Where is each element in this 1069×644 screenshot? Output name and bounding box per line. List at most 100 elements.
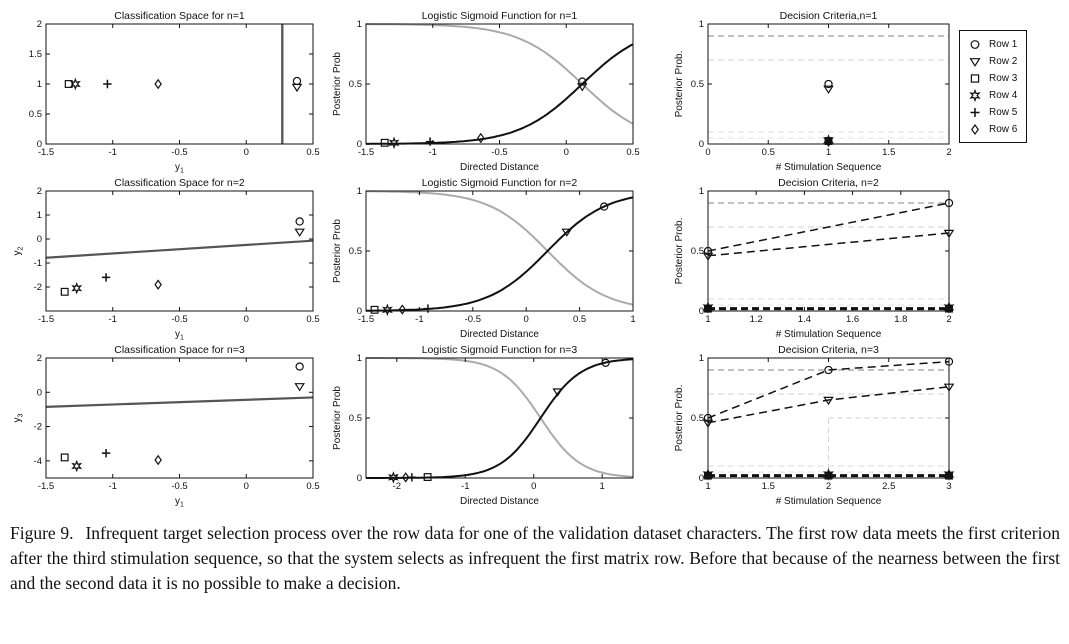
x-tick-label: 0 bbox=[244, 481, 249, 492]
circle-marker bbox=[599, 202, 609, 211]
y-tick-label: 0.5 bbox=[691, 413, 704, 424]
y-tick-label: 0.5 bbox=[691, 246, 704, 257]
tri-marker-icon bbox=[969, 58, 981, 67]
circle-marker bbox=[824, 79, 833, 89]
y-tick-label: 0 bbox=[699, 306, 704, 317]
x-tick-label: 0.5 bbox=[573, 314, 586, 325]
y-axis-label: Posterior Prob bbox=[332, 386, 343, 450]
x-tick-label: 0.5 bbox=[306, 147, 319, 158]
x-axis-label: # Stimulation Sequence bbox=[776, 496, 882, 507]
plus-marker bbox=[101, 273, 111, 282]
y-tick-label: 0 bbox=[37, 139, 42, 150]
x-tick-label: -1.5 bbox=[358, 147, 374, 158]
x-axis-label: # Stimulation Sequence bbox=[776, 329, 882, 340]
y-axis-label: Posterior Prob bbox=[332, 52, 343, 116]
chart-classification-space-n1: -1.5 -1 -0.5 0 0.5 0 0.5 1 1.5 2 Classification Sp… bbox=[29, 10, 320, 174]
square-marker bbox=[64, 80, 73, 88]
x-axis-label: Directed Distance bbox=[460, 496, 539, 507]
triangle-down-marker bbox=[552, 388, 563, 397]
plot-elements bbox=[708, 35, 949, 147]
chart-title: Classification Space for n=3 bbox=[114, 344, 245, 356]
x-tick-label: 1 bbox=[630, 314, 635, 325]
y-tick-label: -4 bbox=[34, 456, 42, 467]
triangle-down-marker bbox=[294, 228, 305, 237]
chart-title: Logistic Sigmoid Function for n=1 bbox=[422, 10, 578, 22]
star-marker bbox=[71, 281, 83, 295]
legend-item-row4: Row 4 bbox=[965, 87, 1017, 104]
y-tick-label: 0 bbox=[37, 234, 42, 245]
y-tick-label: 0 bbox=[357, 473, 362, 484]
y-tick-label: 1 bbox=[357, 353, 362, 364]
legend-item-row5: Row 5 bbox=[965, 104, 1017, 121]
x-tick-label: 1 bbox=[705, 481, 710, 492]
caption-label: Figure 9. bbox=[10, 523, 74, 543]
chart-classification-space-n3: -1.5 -1 -0.5 0 0.5 -4 -2 0 2 Classification Space… bbox=[12, 344, 320, 508]
x-tick-label: 0 bbox=[705, 147, 710, 158]
legend-item-row6: Row 6 bbox=[965, 121, 1017, 138]
x-tick-label: -1 bbox=[461, 481, 469, 492]
y-axis-label: Posterior Prob. bbox=[674, 51, 685, 118]
x-tick-label: 0.5 bbox=[306, 481, 319, 492]
y-axis: 00.51 bbox=[691, 19, 949, 150]
legend-label: Row 5 bbox=[989, 107, 1018, 118]
x-tick-label: 1.8 bbox=[894, 314, 907, 325]
star-marker bbox=[69, 77, 81, 91]
diamond-marker bbox=[401, 472, 410, 483]
x-tick-label: 1.6 bbox=[846, 314, 859, 325]
x-axis: 1 1.2 1.4 1.6 1.8 2 bbox=[705, 191, 952, 325]
legend-item-row1: Row 1 bbox=[965, 36, 1017, 53]
y-tick-label: 2 bbox=[37, 19, 42, 30]
circle-marker bbox=[601, 358, 610, 367]
diamond-marker bbox=[477, 132, 485, 144]
x-tick-label: 3 bbox=[946, 481, 951, 492]
y-tick-label: -2 bbox=[34, 422, 42, 433]
x-tick-label: -0.5 bbox=[491, 147, 507, 158]
caption-text: Infrequent target selection process over… bbox=[10, 523, 1060, 594]
plot-elements bbox=[45, 217, 314, 296]
x-axis-label: y1 bbox=[175, 496, 184, 508]
y-tick-label: 0 bbox=[357, 306, 362, 317]
x-axis: -1.5 -1 -0.5 0 0.5 bbox=[38, 24, 320, 158]
y-tick-label: 1 bbox=[357, 19, 362, 30]
x-tick-label: -1 bbox=[415, 314, 423, 325]
square-marker bbox=[423, 473, 432, 481]
x-tick-label: -1.5 bbox=[38, 314, 54, 325]
y-tick-label: 1 bbox=[699, 186, 704, 197]
y-axis-label: Posterior Prob. bbox=[674, 385, 685, 452]
square-marker bbox=[60, 287, 69, 296]
legend-item-row3: Row 3 bbox=[965, 70, 1017, 87]
star-marker bbox=[381, 303, 393, 317]
legend-item-row2: Row 2 bbox=[965, 53, 1017, 70]
y-axis-label: Posterior Prob bbox=[332, 219, 343, 283]
legend-label: Row 6 bbox=[989, 124, 1018, 135]
x-tick-label: 2 bbox=[946, 314, 951, 325]
x-tick-label: 1.5 bbox=[762, 481, 775, 492]
y-tick-label: 1 bbox=[699, 19, 704, 30]
circle-marker bbox=[970, 40, 980, 49]
diamond-marker-icon bbox=[971, 123, 979, 136]
x-tick-label: 1.4 bbox=[798, 314, 811, 325]
x-tick-label: -1.5 bbox=[38, 481, 54, 492]
x-tick-label: -2 bbox=[393, 481, 401, 492]
chart-title: Decision Criteria,n=1 bbox=[780, 10, 878, 22]
y-tick-label: 1.5 bbox=[29, 49, 42, 60]
x-tick-label: 0.5 bbox=[306, 314, 319, 325]
y-tick-label: 0.5 bbox=[349, 79, 362, 90]
y-tick-label: 0 bbox=[699, 139, 704, 150]
triangle-down-marker bbox=[291, 83, 303, 93]
triangle-down-marker bbox=[823, 85, 834, 94]
y-axis-label: y2 bbox=[12, 246, 25, 255]
x-axis: -2 -1 0 1 bbox=[393, 358, 605, 492]
y-tick-label: 1 bbox=[37, 210, 42, 221]
y-tick-label: 0.5 bbox=[29, 109, 42, 120]
x-axis: -1.5 -1 -0.5 0 0.5 bbox=[38, 358, 320, 492]
triangle-down-marker bbox=[823, 396, 834, 406]
y-tick-label: 2 bbox=[37, 186, 42, 197]
diamond-marker bbox=[154, 78, 162, 90]
x-axis: 1 1.5 2 2.5 3 bbox=[705, 358, 952, 492]
circle-marker bbox=[295, 217, 304, 226]
